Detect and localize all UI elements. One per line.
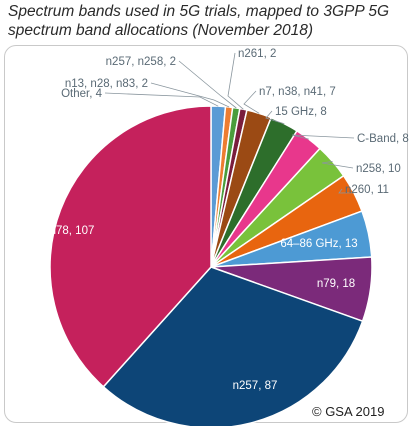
leader-line-4 [243, 90, 260, 114]
slice-label-4: n7, n38, n41, 7 [259, 86, 336, 98]
slice-label-7: n258, 10 [356, 163, 401, 175]
leader-line-8 [338, 188, 354, 194]
slice-label-5: 15 GHz, 8 [275, 106, 327, 118]
copyright-credit: © GSA 2019 [312, 404, 385, 419]
slice-label-9: 64–86 GHz, 13 [280, 238, 357, 250]
slice-label-2: n257, n258, 2 [106, 56, 176, 68]
slice-label-8: n260, 11 [345, 184, 389, 196]
pie-slice-11 [102, 266, 364, 426]
leader-line-7 [321, 161, 354, 169]
leader-line-6 [291, 134, 355, 140]
slice-label-12: n78, 107 [50, 225, 95, 237]
pie-slice-12 [49, 105, 212, 388]
slice-label-10: n79, 18 [317, 278, 355, 290]
slice-label-6: C-Band, 8 [357, 133, 409, 145]
slice-label-3: n261, 2 [238, 48, 276, 60]
slice-label-11: n257, 87 [233, 380, 278, 392]
slice-label-1: n13, n28, n83, 2 [65, 78, 148, 90]
leader-line-1 [150, 82, 230, 108]
chart-title: Spectrum bands used in 5G trials, mapped… [8, 3, 390, 39]
leader-line-5 [265, 110, 285, 125]
leader-line-0 [104, 92, 219, 107]
slice-label-0: Other, 4 [61, 88, 103, 100]
leader-line-3 [227, 52, 244, 110]
leader-line-2 [178, 60, 237, 109]
